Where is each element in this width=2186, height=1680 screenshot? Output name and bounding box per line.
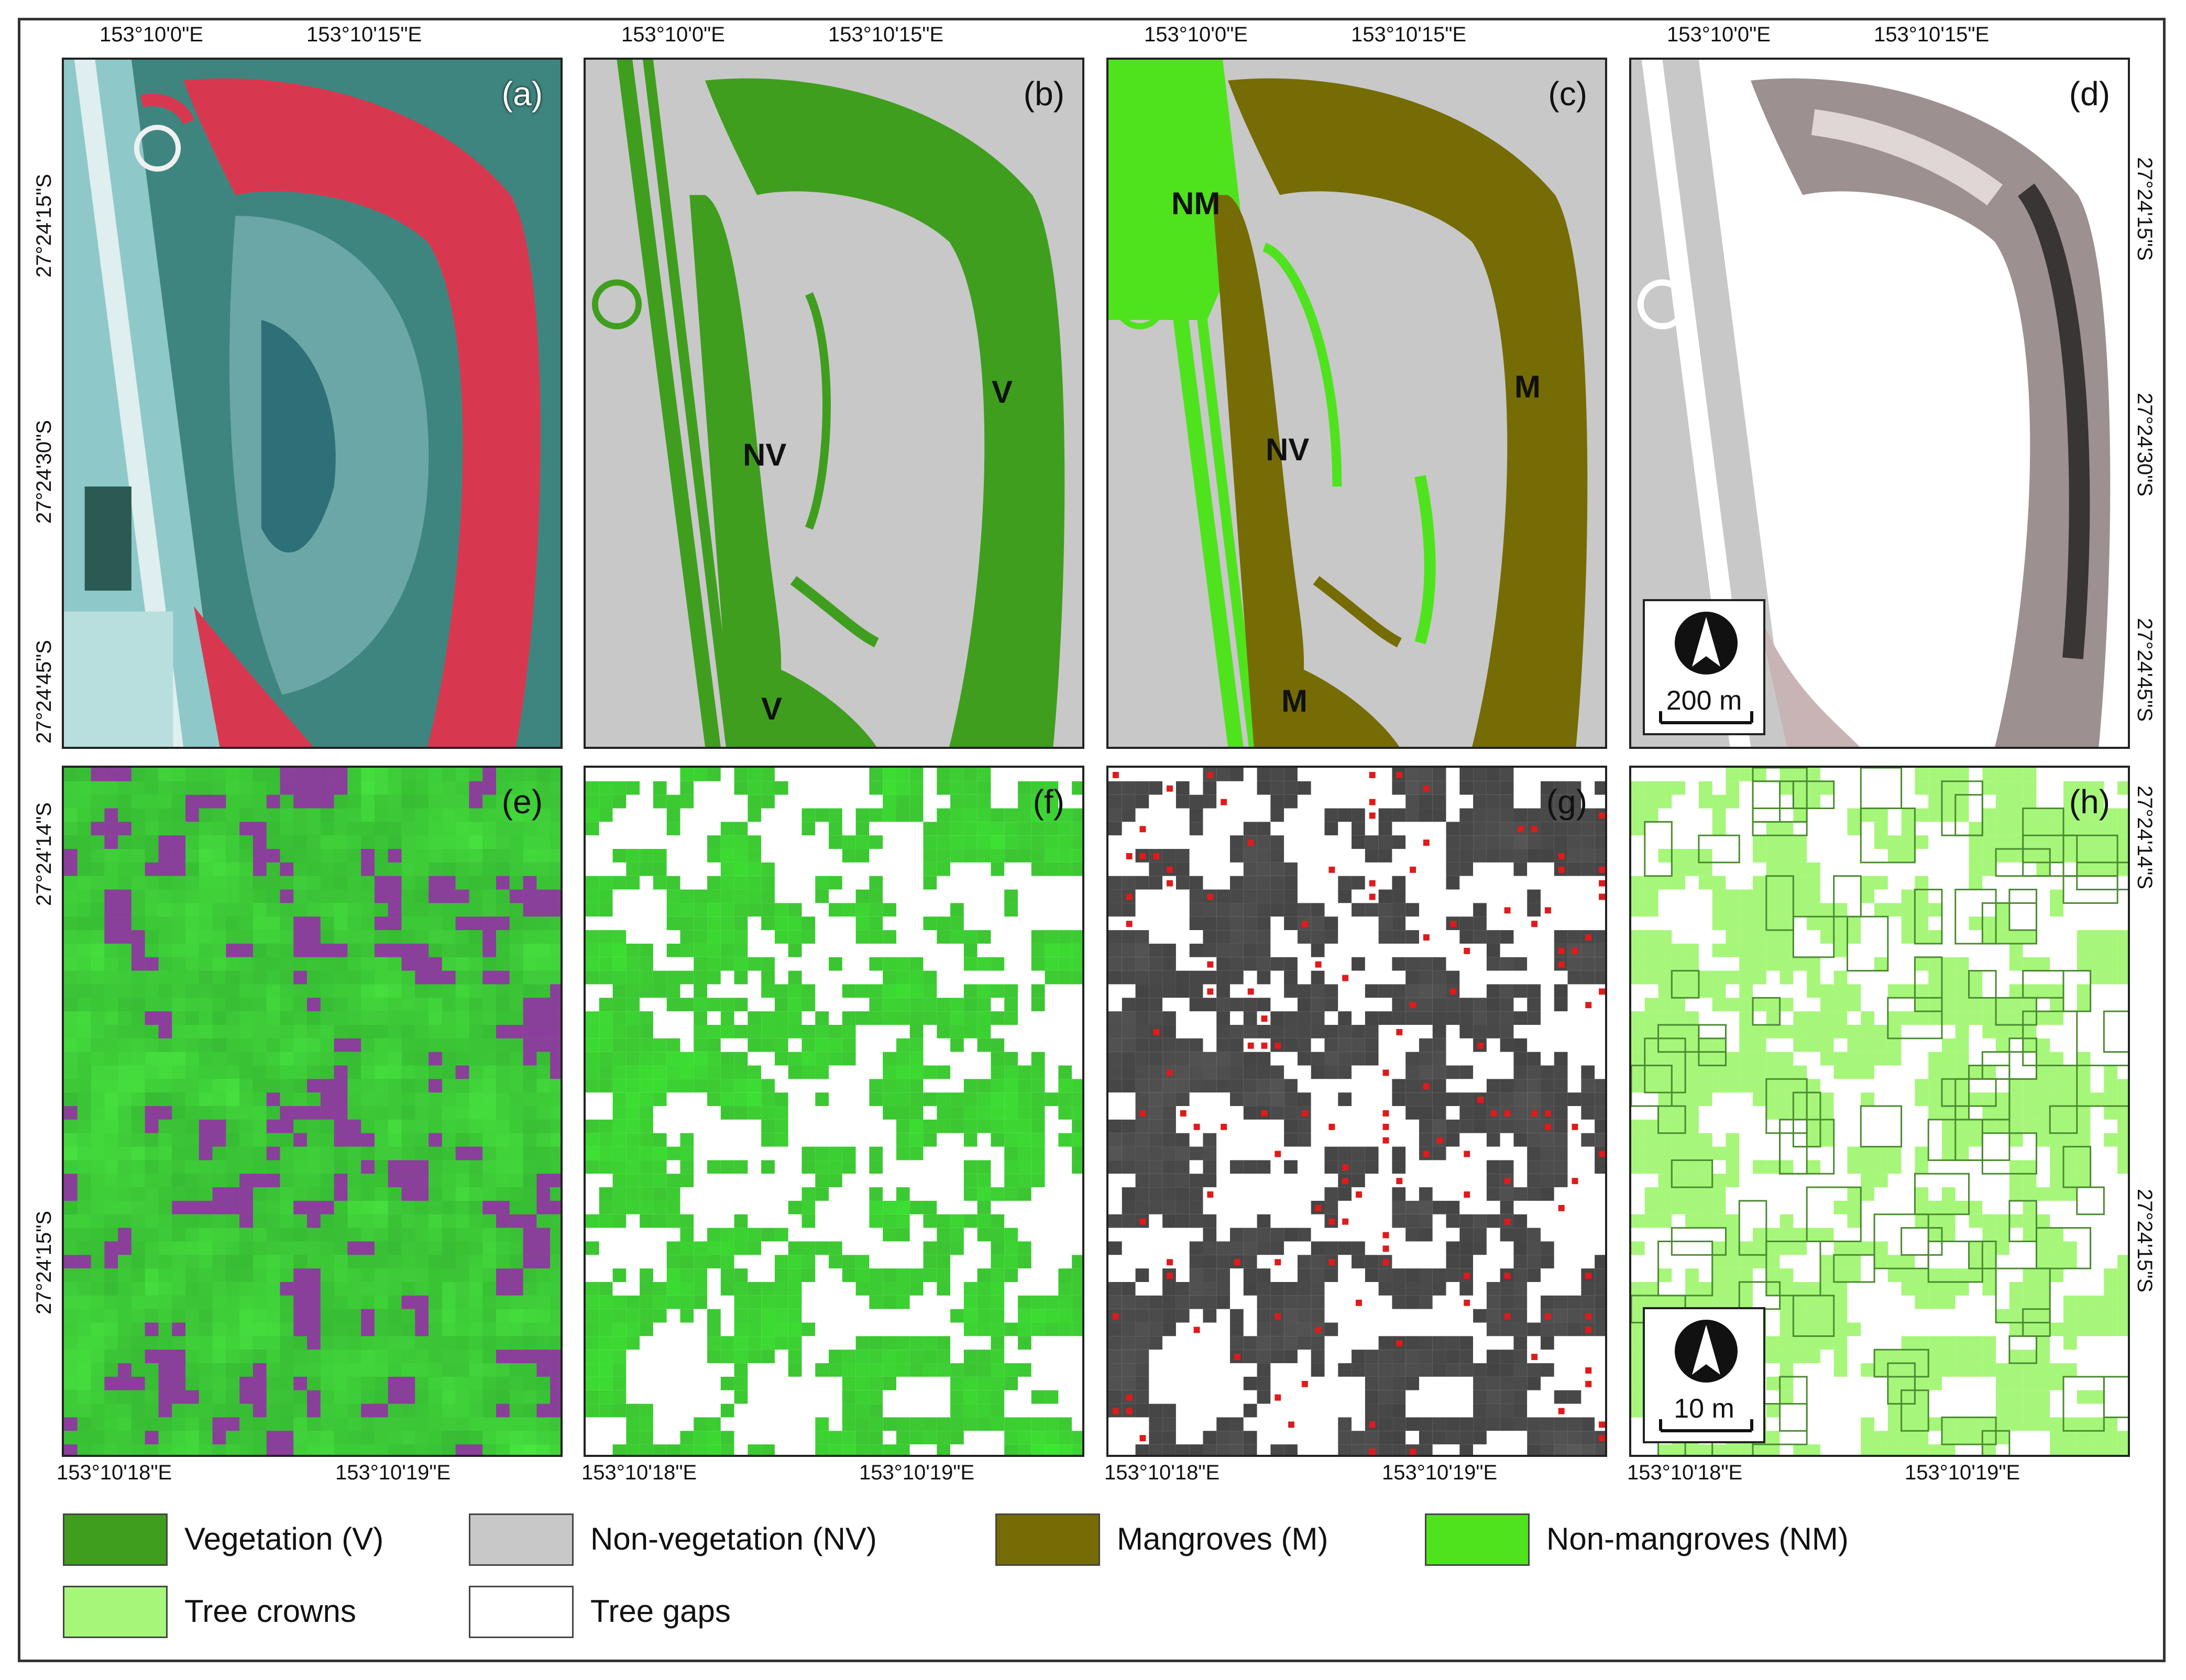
legend-swatch-vegetation bbox=[63, 1513, 168, 1566]
class-label-m-bottom: M bbox=[1281, 683, 1308, 719]
scale-bar-200m: 200 m bbox=[1643, 599, 1765, 735]
class-label-nv: NV bbox=[1266, 432, 1310, 467]
legend-swatch-tree-gaps bbox=[469, 1586, 574, 1638]
lat-tick-d-2: 27°24'30"S bbox=[2133, 393, 2156, 496]
legend-label-vegetation: Vegetation (V) bbox=[184, 1521, 384, 1556]
legend-swatch-non-vegetation bbox=[469, 1513, 574, 1566]
scale-bar-10m: 10 m bbox=[1643, 1307, 1765, 1443]
lon-tick-c-1: 153°10'0"E bbox=[1144, 23, 1248, 46]
class-label-nm: NM bbox=[1171, 186, 1221, 221]
panel-b-map bbox=[586, 60, 1082, 747]
panel-label-h: (h) bbox=[2069, 783, 2110, 821]
lat-tick-h-2: 27°24'15"S bbox=[2133, 1189, 2156, 1292]
scale-label-200m: 200 m bbox=[1666, 686, 1742, 716]
lat-tick-e-1: 27°24'14"S bbox=[32, 802, 56, 906]
panel-label-f: (f) bbox=[1032, 783, 1064, 821]
panel-c-mangrove-map: (c) NM NV M M bbox=[1106, 58, 1607, 749]
panel-f-map bbox=[586, 768, 1082, 1455]
lat-tick-d-3: 27°24'45"S bbox=[2133, 618, 2156, 722]
lon-tick-e-1: 153°10'18"E bbox=[57, 1461, 172, 1484]
panel-a-false-color-image: (a) bbox=[62, 58, 563, 749]
lon-tick-h-2: 153°10'19"E bbox=[1905, 1461, 2020, 1484]
panel-label-g: (g) bbox=[1546, 783, 1587, 821]
panel-g-map bbox=[1108, 768, 1605, 1455]
lat-tick-a-2: 27°24'30"S bbox=[32, 420, 56, 524]
lat-tick-a-3: 27°24'45"S bbox=[32, 640, 56, 744]
lon-tick-g-2: 153°10'19"E bbox=[1382, 1461, 1498, 1484]
lat-tick-d-1: 27°24'15"S bbox=[2133, 157, 2156, 261]
panel-label-b: (b) bbox=[1023, 75, 1064, 113]
figure-frame bbox=[18, 18, 2166, 1662]
panel-a-imagery bbox=[64, 60, 561, 747]
lat-tick-e-2: 27°24'15"S bbox=[32, 1211, 56, 1314]
lat-tick-h-1: 27°24'14"S bbox=[2133, 786, 2156, 889]
lon-tick-a-1: 153°10'0"E bbox=[100, 23, 203, 46]
panel-h-tree-crowns: (h) 10 m bbox=[1629, 766, 2130, 1457]
lon-tick-a-2: 153°10'15"E bbox=[306, 23, 422, 46]
lat-tick-a-1: 27°24'15"S bbox=[32, 174, 56, 278]
panel-label-e: (e) bbox=[501, 783, 543, 821]
lon-tick-f-1: 153°10'18"E bbox=[581, 1461, 697, 1484]
legend-swatch-tree-crowns bbox=[63, 1586, 168, 1638]
lon-tick-d-2: 153°10'15"E bbox=[1874, 23, 1990, 46]
legend-swatch-mangroves bbox=[995, 1513, 1100, 1566]
panel-label-a: (a) bbox=[501, 75, 543, 113]
panel-f-crown-mask: (f) bbox=[584, 766, 1084, 1457]
panel-label-d: (d) bbox=[2069, 75, 2110, 113]
legend-label-non-vegetation: Non-vegetation (NV) bbox=[590, 1521, 877, 1556]
panel-g-seed-points: (g) bbox=[1106, 766, 1607, 1457]
legend-label-tree-gaps: Tree gaps bbox=[590, 1594, 731, 1629]
lon-tick-d-1: 153°10'0"E bbox=[1667, 23, 1771, 46]
panel-label-c: (c) bbox=[1548, 75, 1587, 113]
class-label-nv: NV bbox=[743, 437, 787, 472]
lon-tick-g-1: 153°10'18"E bbox=[1104, 1461, 1220, 1484]
class-label-m-right: M bbox=[1514, 369, 1541, 404]
panel-e-detail-image: (e) bbox=[62, 766, 563, 1457]
legend-label-mangroves: Mangroves (M) bbox=[1117, 1521, 1328, 1556]
panel-h-map bbox=[1631, 768, 2128, 1455]
legend-label-non-mangroves: Non-mangroves (NM) bbox=[1546, 1521, 1849, 1556]
lon-tick-c-2: 153°10'15"E bbox=[1351, 23, 1467, 46]
lon-tick-h-1: 153°10'18"E bbox=[1627, 1461, 1743, 1484]
lon-tick-b-2: 153°10'15"E bbox=[828, 23, 944, 46]
panel-b-vegetation-map: (b) NV V V bbox=[584, 58, 1084, 749]
lon-tick-f-2: 153°10'19"E bbox=[859, 1461, 975, 1484]
north-arrow-icon bbox=[1659, 612, 1753, 724]
legend-label-tree-crowns: Tree crowns bbox=[184, 1594, 356, 1629]
panel-e-imagery bbox=[64, 768, 561, 1455]
class-label-v-right: V bbox=[992, 374, 1013, 410]
lon-tick-b-1: 153°10'0"E bbox=[621, 23, 725, 46]
class-label-v-bottom: V bbox=[761, 691, 783, 726]
scale-label-10m: 10 m bbox=[1674, 1394, 1734, 1424]
legend-swatch-non-mangroves bbox=[1425, 1513, 1530, 1566]
lon-tick-e-2: 153°10'19"E bbox=[335, 1461, 451, 1484]
panel-c-map bbox=[1108, 60, 1605, 747]
panel-d-mangrove-image: (d) 200 m bbox=[1629, 58, 2130, 749]
north-arrow-icon bbox=[1659, 1320, 1753, 1432]
